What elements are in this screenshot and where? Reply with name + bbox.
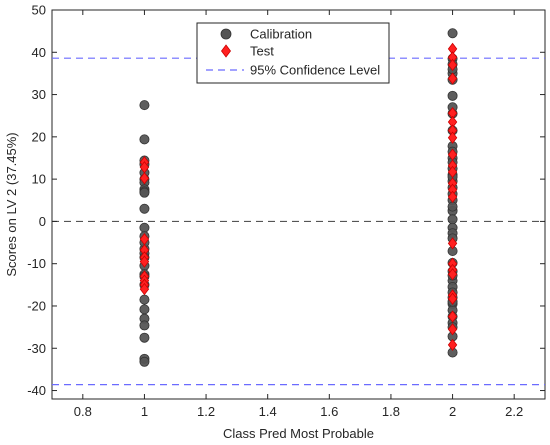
- calibration-point: [139, 100, 150, 111]
- test-point: [447, 131, 458, 144]
- y-tick-label: -40: [27, 383, 46, 398]
- y-axis-ticks: -40 -30 -20 -10 0 10 20 30 40 50: [27, 3, 545, 398]
- calibration-point: [447, 28, 458, 39]
- calibration-point: [139, 304, 150, 315]
- test-point: [447, 323, 458, 336]
- calibration-point: [139, 356, 150, 367]
- calibration-point: [139, 320, 150, 331]
- y-tick-label: 20: [32, 129, 46, 144]
- x-tick-label: 1.6: [320, 404, 338, 419]
- x-axis-ticks: 0.8 1 1.2 1.4 1.6 1.8 2 2.2: [74, 10, 523, 419]
- data-points: [139, 28, 458, 367]
- x-tick-label: 2.2: [505, 404, 523, 419]
- test-point: [139, 255, 150, 268]
- legend-marker-test: [221, 44, 231, 58]
- test-point: [447, 237, 458, 250]
- test-point: [447, 58, 458, 72]
- legend-label-calibration: Calibration: [250, 27, 312, 42]
- x-axis-label: Class Pred Most Probable: [223, 426, 374, 441]
- calibration-point: [139, 294, 150, 305]
- y-axis-label: Scores on LV 2 (37.45%): [4, 132, 19, 276]
- legend-label-confidence: 95% Confidence Level: [250, 63, 380, 78]
- test-point: [139, 172, 150, 185]
- test-point: [139, 282, 150, 296]
- calibration-point: [447, 90, 458, 101]
- calibration-point: [139, 222, 150, 233]
- y-tick-label: -20: [27, 298, 46, 313]
- x-tick-label: 0.8: [74, 404, 92, 419]
- calibration-point: [139, 187, 150, 198]
- y-tick-label: 50: [32, 3, 46, 18]
- y-tick-label: -10: [27, 256, 46, 271]
- x-tick-label: 2: [449, 404, 456, 419]
- y-tick-label: -30: [27, 341, 46, 356]
- x-tick-label: 1.4: [259, 404, 277, 419]
- test-point: [447, 72, 458, 85]
- y-tick-label: 0: [39, 214, 46, 229]
- y-tick-label: 30: [32, 87, 46, 102]
- legend-marker-calibration: [220, 28, 232, 40]
- test-point: [447, 190, 458, 204]
- calibration-point: [139, 203, 150, 214]
- calibration-point: [447, 214, 458, 225]
- y-tick-label: 40: [32, 45, 46, 60]
- calibration-point: [139, 134, 150, 145]
- test-point: [447, 268, 458, 281]
- x-tick-label: 1: [141, 404, 148, 419]
- x-tick-label: 1.2: [197, 404, 215, 419]
- calibration-point: [139, 332, 150, 343]
- legend-label-test: Test: [250, 44, 274, 59]
- legend: Calibration Test 95% Confidence Level: [196, 22, 390, 84]
- y-tick-label: 10: [32, 172, 46, 187]
- calibration-point: [447, 201, 458, 212]
- x-tick-label: 1.8: [382, 404, 400, 419]
- test-point: [447, 338, 458, 352]
- test-point: [447, 292, 458, 305]
- test-point: [447, 310, 458, 323]
